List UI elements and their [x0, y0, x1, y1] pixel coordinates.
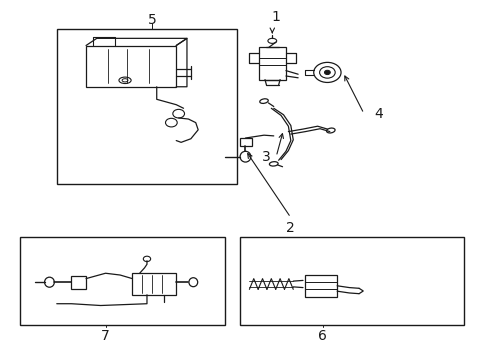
Text: 6: 6: [317, 329, 326, 343]
Bar: [57, 30, 237, 184]
Text: 2: 2: [286, 221, 295, 235]
Bar: [71, 276, 86, 289]
Bar: [132, 273, 176, 295]
Text: 4: 4: [373, 107, 382, 121]
Bar: [239, 237, 463, 325]
Bar: [86, 45, 176, 87]
Bar: [305, 275, 336, 297]
Circle shape: [324, 70, 330, 75]
Text: 7: 7: [101, 329, 110, 343]
Text: 5: 5: [147, 13, 156, 27]
Text: 1: 1: [271, 10, 280, 24]
Bar: [239, 138, 251, 146]
Bar: [259, 47, 285, 80]
Text: 3: 3: [262, 150, 270, 164]
Bar: [20, 237, 224, 325]
